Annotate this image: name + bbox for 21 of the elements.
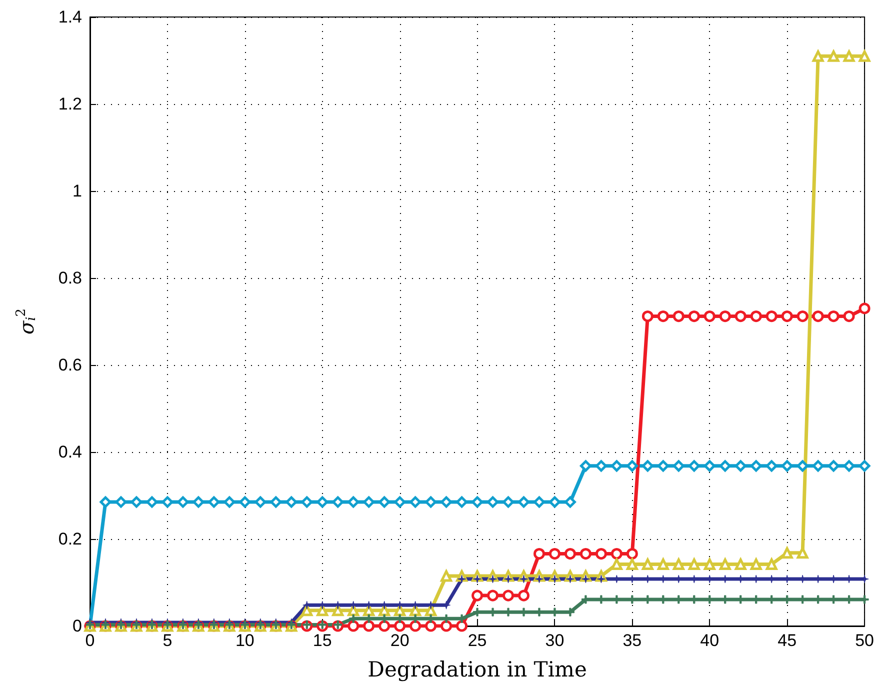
- y-tick-label: 1: [72, 182, 82, 200]
- x-tick-label: 40: [700, 631, 720, 650]
- x-tick-label: 35: [622, 631, 642, 650]
- y-tick-label: 0.2: [58, 530, 82, 548]
- y-tick-label: 0.6: [58, 356, 82, 374]
- x-tick-label: 10: [235, 631, 254, 650]
- x-tick-label: 20: [390, 631, 410, 650]
- x-tick-label: 45: [778, 631, 797, 650]
- y-axis-title: σi2: [14, 308, 39, 335]
- x-tick-label: 50: [855, 631, 874, 650]
- x-tick-label: 30: [545, 631, 564, 650]
- y-tick-label: 0: [72, 616, 82, 636]
- x-tick-label: 15: [312, 631, 332, 650]
- y-tick-label: 0.4: [58, 442, 82, 462]
- x-axis-title: Degradation in Time: [368, 658, 587, 682]
- x-tick-label: 0: [85, 631, 95, 650]
- y-tick-label: 1.4: [58, 8, 82, 26]
- y-tick-label: 1.2: [58, 94, 82, 114]
- x-tick-label: 25: [468, 631, 487, 650]
- x-tick-label: 5: [162, 631, 172, 650]
- y-tick-label: 0.8: [58, 268, 82, 288]
